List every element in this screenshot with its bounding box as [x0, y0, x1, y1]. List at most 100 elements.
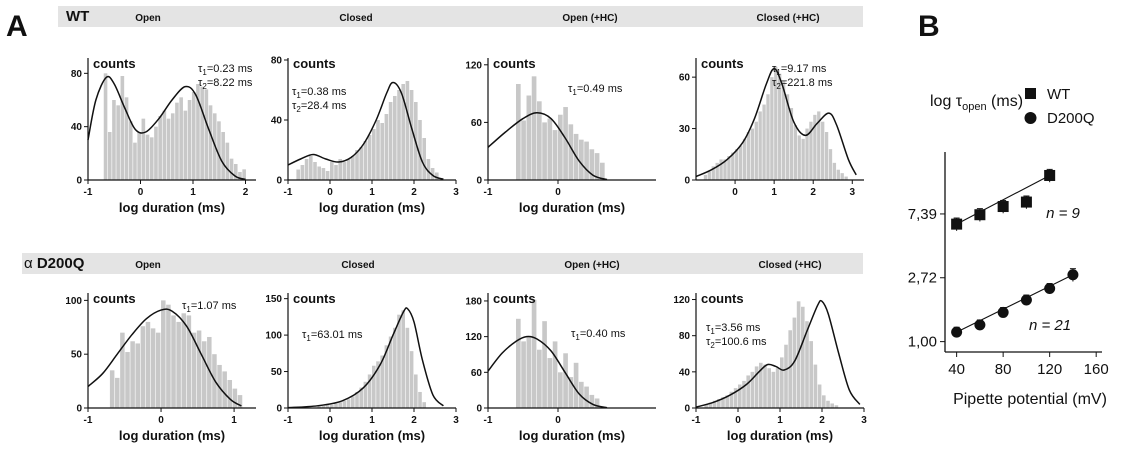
histogram-bar [821, 121, 825, 180]
histogram-bar [183, 110, 188, 180]
histogram-bar [563, 353, 568, 408]
histogram-bar [384, 345, 389, 408]
tau-symbol: τ [292, 100, 297, 112]
tau-annotation: τ2=100.6 ms [706, 336, 767, 350]
tau-symbol: τ [198, 77, 203, 89]
panel-b-x-tick-label: 40 [948, 361, 965, 378]
histogram-bar [325, 405, 330, 408]
tau-symbol: τ [706, 336, 711, 348]
x-tick-label: -1 [84, 415, 93, 426]
x-axis-label: log duration (ms) [119, 200, 225, 215]
row-band-wt [58, 6, 863, 27]
histogram-bar [589, 394, 595, 408]
histogram-bar [754, 121, 758, 180]
tau-annotation: τ1=0.23 ms [198, 63, 253, 77]
histogram-bar [200, 86, 204, 180]
histogram-bar [405, 81, 410, 180]
tau-value: =100.6 ms [715, 336, 767, 348]
histogram-bar [809, 121, 813, 180]
histogram-bar [537, 349, 542, 408]
histogram-bar [321, 405, 326, 408]
x-tick-label: -1 [484, 187, 493, 198]
legend-marker-wt [1025, 88, 1036, 99]
y-tick-label: 180 [465, 296, 482, 307]
histogram-bar [338, 402, 342, 408]
histogram-bar [584, 141, 589, 180]
tau-value: =1.07 ms [191, 300, 237, 312]
histogram-bar [317, 406, 321, 408]
histogram-bar [393, 327, 397, 408]
histogram-bar [766, 94, 770, 180]
condition-label-d200q-open: Open [135, 260, 161, 271]
histogram-bar [150, 328, 156, 408]
histogram-bar [759, 362, 763, 408]
histogram-bar [844, 176, 848, 180]
condition-label-d200q-open-hc: Open (+HC) [564, 260, 619, 271]
panel-b-x-tick-label: 80 [995, 361, 1012, 378]
histogram-bar [401, 84, 405, 180]
x-tick-label: 0 [555, 187, 561, 198]
histogram-bar [149, 137, 154, 180]
condition-label-d200q-closed: Closed [341, 260, 374, 271]
histogram-bar [186, 315, 192, 408]
tau-annotation: τ1=1.07 ms [182, 300, 237, 314]
y-tick-label: 40 [679, 367, 691, 378]
tau-symbol: τ [772, 77, 777, 89]
histogram-bar [196, 330, 202, 408]
x-tick-label: 0 [735, 415, 741, 426]
histogram-bar [161, 300, 166, 408]
x-tick-label: 1 [369, 187, 375, 198]
histogram-bar [237, 395, 243, 408]
histogram-bar [746, 375, 750, 408]
tau-value: =221.8 ms [781, 77, 833, 89]
x-axis-label: log duration (ms) [319, 428, 425, 443]
histogram-bar [594, 398, 600, 408]
tau-symbol: τ [772, 63, 777, 75]
x-tick-label: 2 [810, 187, 816, 198]
histogram-bar [704, 404, 708, 408]
y-label-main: log τ [930, 93, 963, 110]
histogram-bar [363, 381, 368, 408]
histogram-bar [542, 321, 547, 408]
fit-curve [287, 307, 444, 409]
histogram-bar [124, 97, 129, 180]
histogram-bar [828, 149, 833, 180]
histogram-bar [414, 374, 418, 408]
histogram-bar [317, 166, 321, 180]
histogram-bar [729, 391, 734, 408]
histogram-bar [233, 164, 238, 180]
counts-label: counts [493, 291, 536, 306]
data-point [974, 319, 986, 331]
histogram-bar [797, 135, 801, 180]
histogram-bar [418, 391, 422, 408]
histogram-bar [176, 321, 181, 408]
histogram-bar [225, 142, 230, 180]
histogram-bar [232, 388, 238, 408]
data-point [1044, 282, 1056, 294]
data-point [1067, 269, 1079, 281]
histogram-bar [584, 386, 589, 408]
histogram-bar [116, 105, 120, 180]
histogram-bar [784, 344, 788, 408]
n-label: n = 21 [1029, 317, 1071, 334]
tau-subscript: 1 [776, 68, 781, 77]
histogram-bar [342, 162, 347, 180]
data-point [951, 326, 963, 338]
histogram-bar [187, 100, 192, 180]
counts-label: counts [293, 56, 336, 71]
row-title-text: D200Q [37, 255, 85, 272]
series-wt: n = 9 [951, 168, 1081, 231]
histogram-bar [191, 92, 196, 180]
histogram-bar [770, 77, 774, 180]
histogram-bar [397, 314, 401, 408]
panel-b-x-tick-label: 120 [1037, 361, 1062, 378]
histogram-bar [750, 128, 755, 180]
histogram-bar [805, 321, 809, 408]
histogram-bar [120, 332, 125, 408]
histogram-bar [727, 156, 731, 180]
row-band-d200q [22, 253, 863, 274]
histogram-bar [112, 100, 116, 180]
row-title-wt: WT [66, 8, 89, 25]
